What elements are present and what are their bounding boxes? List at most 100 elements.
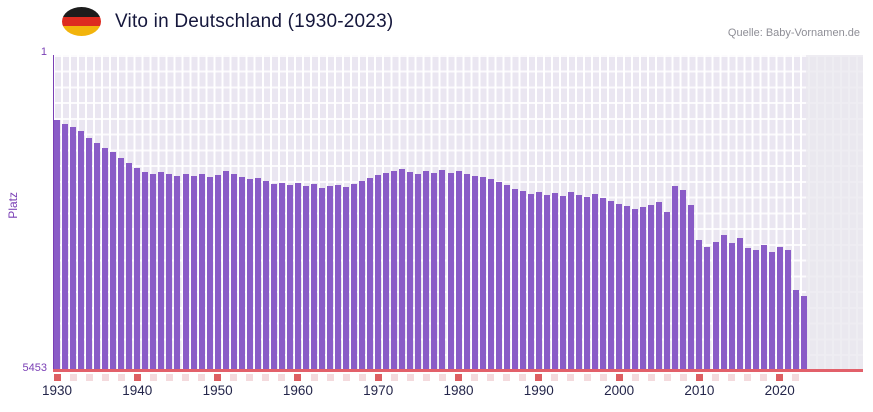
bar-1983[interactable] <box>479 177 486 370</box>
bar-2021[interactable] <box>784 250 791 370</box>
bar-1957[interactable] <box>270 184 277 370</box>
bar-2000[interactable] <box>616 203 623 370</box>
bar-1949[interactable] <box>206 177 213 370</box>
bar-1984[interactable] <box>487 178 494 370</box>
bar-1995[interactable] <box>575 194 582 370</box>
bar-1986[interactable] <box>503 184 510 370</box>
bar-1966[interactable] <box>343 187 350 370</box>
bar-1953[interactable] <box>238 177 245 370</box>
bar-1939[interactable] <box>126 163 133 370</box>
bar-2008[interactable] <box>680 190 687 370</box>
bar-1967[interactable] <box>351 184 358 370</box>
bar-1996[interactable] <box>584 197 590 370</box>
bar-1965[interactable] <box>335 184 341 370</box>
bar-2011[interactable] <box>704 247 711 370</box>
bar-1935[interactable] <box>94 143 101 370</box>
bar-1975[interactable] <box>415 174 422 370</box>
bar-2002[interactable] <box>632 209 639 370</box>
bar-1948[interactable] <box>198 174 205 370</box>
bar-2004[interactable] <box>648 204 655 370</box>
bar-2007[interactable] <box>672 185 679 370</box>
x-tick-minor-1962 <box>310 374 318 381</box>
bar-1937[interactable] <box>110 151 117 370</box>
bar-1954[interactable] <box>246 178 253 370</box>
bar-1972[interactable] <box>391 171 398 370</box>
bar-1946[interactable] <box>182 174 189 370</box>
bar-1974[interactable] <box>407 171 414 370</box>
bar-1971[interactable] <box>383 173 390 370</box>
bar-1997[interactable] <box>592 194 598 370</box>
bar-1992[interactable] <box>551 193 558 370</box>
bar-1931[interactable] <box>62 124 68 370</box>
bar-1977[interactable] <box>431 173 438 370</box>
bar-1988[interactable] <box>519 190 526 370</box>
bar-2005[interactable] <box>656 201 663 370</box>
bar-2010[interactable] <box>696 240 703 370</box>
bar-2001[interactable] <box>624 206 631 370</box>
bar-2012[interactable] <box>712 242 719 370</box>
bar-1933[interactable] <box>78 131 85 370</box>
bar-1943[interactable] <box>158 171 165 370</box>
bar-2018[interactable] <box>760 245 767 370</box>
x-tick-major-1930 <box>53 374 61 381</box>
bar-1979[interactable] <box>447 173 454 370</box>
bar-1976[interactable] <box>423 171 430 370</box>
bar-1980[interactable] <box>455 171 462 370</box>
bar-1985[interactable] <box>495 181 502 370</box>
bar-1945[interactable] <box>174 176 181 370</box>
bar-1962[interactable] <box>311 184 317 370</box>
bar-1991[interactable] <box>543 194 550 370</box>
bar-2009[interactable] <box>688 204 695 370</box>
x-tick-minor-1994 <box>567 374 575 381</box>
bar-1973[interactable] <box>399 168 406 370</box>
bar-1932[interactable] <box>70 127 77 370</box>
bar-2013[interactable] <box>720 235 727 370</box>
bar-1936[interactable] <box>102 148 109 370</box>
bar-1960[interactable] <box>294 182 301 370</box>
bar-1964[interactable] <box>327 185 333 370</box>
bar-1944[interactable] <box>166 174 173 370</box>
bar-1999[interactable] <box>608 200 615 370</box>
bar-2022[interactable] <box>792 290 799 370</box>
bar-1981[interactable] <box>463 174 470 370</box>
bar-1978[interactable] <box>439 170 446 370</box>
bar-1987[interactable] <box>511 188 518 370</box>
bar-2016[interactable] <box>744 248 751 370</box>
bar-1934[interactable] <box>86 138 93 370</box>
bar-1982[interactable] <box>471 176 478 370</box>
bar-1970[interactable] <box>375 174 382 370</box>
bar-1989[interactable] <box>527 194 534 370</box>
x-tick-minor-1938 <box>117 374 125 381</box>
x-tick-minor-1992 <box>551 374 559 381</box>
bar-2023[interactable] <box>800 296 807 370</box>
x-tick-minor-1978 <box>438 374 446 381</box>
bar-1958[interactable] <box>278 182 285 370</box>
bar-1955[interactable] <box>254 177 261 370</box>
bar-2020[interactable] <box>776 247 783 370</box>
bar-2015[interactable] <box>736 238 743 370</box>
bar-1956[interactable] <box>262 181 269 370</box>
bar-1940[interactable] <box>134 168 141 370</box>
bar-1950[interactable] <box>214 174 221 370</box>
bar-2014[interactable] <box>728 242 735 370</box>
bar-1941[interactable] <box>142 171 149 370</box>
bar-1930[interactable] <box>54 120 60 370</box>
bar-1968[interactable] <box>359 181 366 370</box>
bar-1990[interactable] <box>535 191 542 370</box>
bar-1942[interactable] <box>150 174 157 370</box>
bar-1961[interactable] <box>302 185 309 370</box>
bar-2006[interactable] <box>664 212 671 370</box>
bar-1959[interactable] <box>286 184 293 370</box>
bar-1947[interactable] <box>190 176 197 370</box>
bar-2017[interactable] <box>752 250 759 370</box>
bar-1963[interactable] <box>319 187 325 370</box>
bar-1952[interactable] <box>230 174 237 370</box>
bar-1938[interactable] <box>118 158 125 370</box>
bar-1993[interactable] <box>559 196 566 370</box>
bar-1998[interactable] <box>600 197 606 370</box>
bar-1951[interactable] <box>222 171 229 370</box>
bar-2019[interactable] <box>768 252 775 370</box>
bar-1994[interactable] <box>567 191 574 370</box>
bar-2003[interactable] <box>640 207 647 370</box>
bar-1969[interactable] <box>367 177 374 370</box>
